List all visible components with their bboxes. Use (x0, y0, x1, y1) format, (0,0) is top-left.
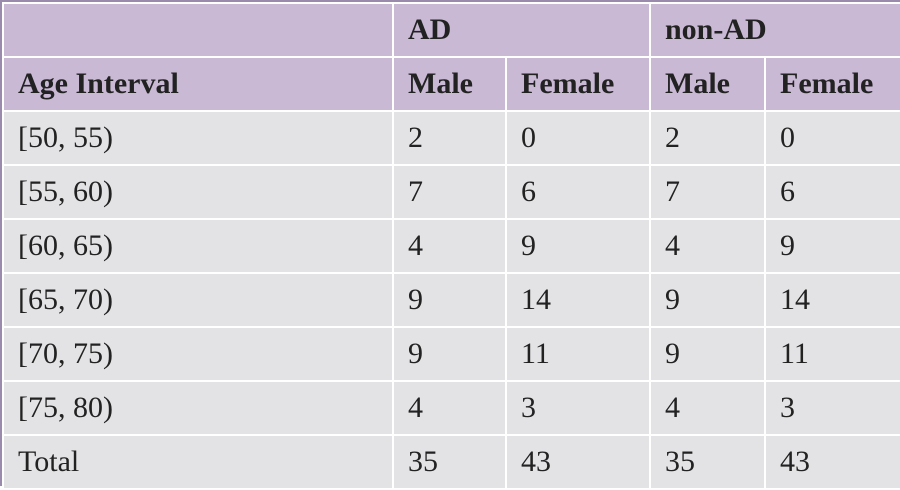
non-ad-male-cell: 9 (649, 326, 766, 382)
column-header-non-ad-male: Male (649, 56, 766, 112)
non-ad-female-total-cell: 43 (763, 434, 900, 490)
table-row: [50, 55) 2 0 2 0 (2, 110, 900, 166)
ad-male-cell: 4 (392, 218, 507, 274)
corner-cell (2, 2, 394, 58)
total-label-cell: Total (2, 434, 394, 490)
ad-male-cell: 4 (392, 380, 507, 436)
column-header-row: Age Interval Male Female Male Female (2, 56, 900, 112)
age-interval-cell: [55, 60) (2, 164, 394, 220)
group-header-row: AD non-AD (2, 2, 900, 58)
non-ad-male-cell: 4 (649, 380, 766, 436)
table-row: [70, 75) 9 11 9 11 (2, 326, 900, 382)
non-ad-female-cell: 3 (763, 380, 900, 436)
non-ad-male-cell: 2 (649, 110, 766, 166)
table-row: [60, 65) 4 9 4 9 (2, 218, 900, 274)
non-ad-female-cell: 6 (763, 164, 900, 220)
non-ad-male-cell: 9 (649, 272, 766, 328)
ad-male-cell: 7 (392, 164, 507, 220)
age-interval-cell: [60, 65) (2, 218, 394, 274)
ad-male-cell: 2 (392, 110, 507, 166)
ad-female-cell: 11 (505, 326, 651, 382)
group-header-non-ad: non-AD (648, 2, 900, 58)
age-interval-cell: [50, 55) (2, 110, 394, 166)
non-ad-male-total-cell: 35 (649, 434, 766, 490)
non-ad-male-cell: 4 (649, 218, 766, 274)
ad-female-cell: 6 (505, 164, 651, 220)
non-ad-female-cell: 11 (763, 326, 900, 382)
ad-female-total-cell: 43 (505, 434, 651, 490)
non-ad-female-cell: 14 (763, 272, 900, 328)
group-header-ad: AD (392, 2, 651, 58)
total-row: Total 35 43 35 43 (2, 434, 900, 490)
age-interval-cell: [65, 70) (2, 272, 394, 328)
ad-male-cell: 9 (392, 272, 507, 328)
column-header-age-interval: Age Interval (2, 56, 394, 112)
ad-female-cell: 0 (505, 110, 651, 166)
table-row: [55, 60) 7 6 7 6 (2, 164, 900, 220)
non-ad-male-cell: 7 (649, 164, 766, 220)
non-ad-female-cell: 9 (763, 218, 900, 274)
ad-male-cell: 9 (392, 326, 507, 382)
table-row: [75, 80) 4 3 4 3 (2, 380, 900, 436)
column-header-non-ad-female: Female (763, 56, 900, 112)
age-interval-cell: [70, 75) (2, 326, 394, 382)
table-row: [65, 70) 9 14 9 14 (2, 272, 900, 328)
ad-female-cell: 14 (505, 272, 651, 328)
non-ad-female-cell: 0 (763, 110, 900, 166)
ad-female-cell: 3 (505, 380, 651, 436)
ad-male-total-cell: 35 (392, 434, 507, 490)
age-interval-cell: [75, 80) (2, 380, 394, 436)
column-header-ad-female: Female (505, 56, 651, 112)
column-header-ad-male: Male (392, 56, 507, 112)
ad-female-cell: 9 (505, 218, 651, 274)
